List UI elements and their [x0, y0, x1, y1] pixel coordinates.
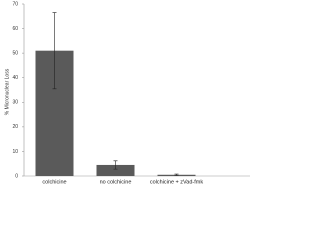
error-bar — [52, 12, 57, 90]
y-axis-label: % Micronuclear Loss — [4, 68, 10, 115]
y-tick-label: 40 — [12, 75, 18, 81]
y-tick-label: 60 — [12, 26, 18, 32]
x-tick-label: no colchicine — [100, 179, 132, 185]
error-bar — [174, 173, 179, 176]
y-tick-label: 30 — [12, 100, 18, 106]
error-bar — [113, 160, 118, 170]
x-tick-label: colchicine + zVad-fmk — [150, 179, 203, 185]
x-tick-label: colchicine — [42, 179, 66, 185]
y-tick-label: 0 — [15, 173, 18, 179]
y-tick-label: 70 — [12, 1, 18, 7]
y-tick-label: 20 — [12, 124, 18, 130]
bar — [96, 164, 135, 176]
y-tick-label: 10 — [12, 149, 18, 155]
y-tick-label: 50 — [12, 50, 18, 56]
chart: % Micronuclear Loss 0 10 20 30 40 50 60 70 colch… — [4, 1, 250, 185]
